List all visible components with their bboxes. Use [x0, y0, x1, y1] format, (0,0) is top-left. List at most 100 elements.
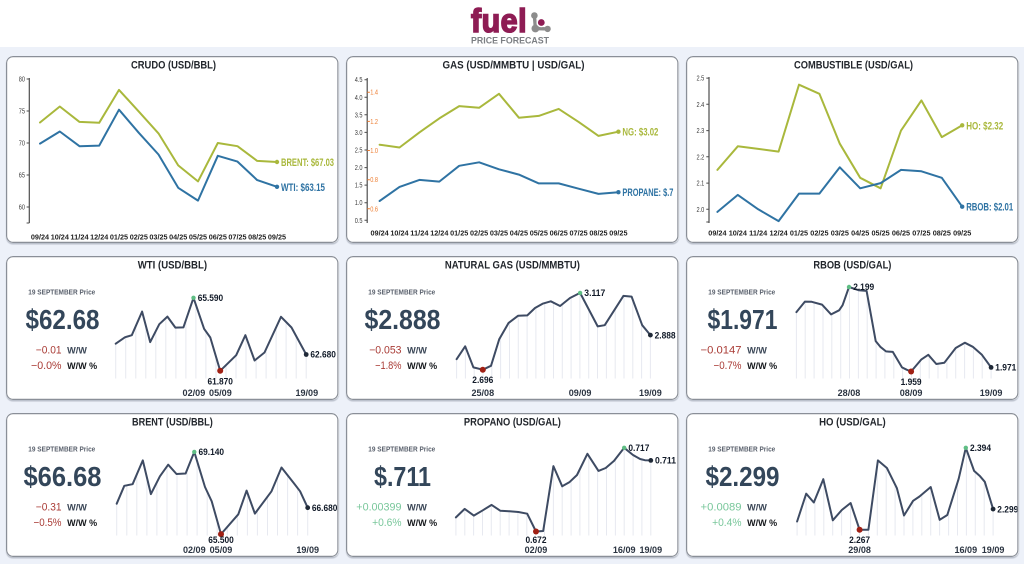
- svg-text:61.870: 61.870: [207, 376, 233, 386]
- svg-text:+0.6%: +0.6%: [372, 517, 402, 529]
- svg-text:02/09: 02/09: [183, 388, 206, 398]
- svg-text:RBOB (USD/GAL): RBOB (USD/GAL): [813, 259, 891, 271]
- svg-text:−0.5%: −0.5%: [34, 517, 62, 529]
- svg-text:02/09: 02/09: [525, 545, 548, 555]
- svg-text:1.959: 1.959: [901, 377, 922, 387]
- svg-text:2.0: 2.0: [697, 207, 705, 214]
- svg-text:BRENT: $67.03: BRENT: $67.03: [281, 157, 334, 169]
- svg-text:04/25: 04/25: [851, 229, 870, 238]
- svg-text:0.711: 0.711: [655, 456, 676, 466]
- svg-text:0.8: 0.8: [370, 177, 378, 184]
- svg-text:2.1: 2.1: [697, 181, 705, 188]
- svg-text:W/W %: W/W %: [747, 518, 777, 528]
- svg-text:$66.68: $66.68: [24, 461, 102, 492]
- svg-text:02/25: 02/25: [810, 229, 829, 238]
- svg-text:19 SEPTEMBER Price: 19 SEPTEMBER Price: [708, 287, 775, 296]
- svg-text:09/24: 09/24: [708, 229, 727, 238]
- svg-text:−1.8%: −1.8%: [375, 360, 402, 372]
- svg-text:2.199: 2.199: [853, 282, 874, 292]
- svg-text:02/25: 02/25: [470, 229, 489, 238]
- svg-text:11/24: 11/24: [70, 233, 89, 242]
- svg-text:WTI: $63.15: WTI: $63.15: [281, 182, 325, 194]
- svg-text:09/25: 09/25: [268, 233, 287, 242]
- svg-text:11/24: 11/24: [749, 229, 768, 238]
- svg-text:19 SEPTEMBER Price: 19 SEPTEMBER Price: [368, 287, 435, 296]
- svg-text:2.696: 2.696: [472, 375, 493, 385]
- svg-text:W/W: W/W: [747, 346, 767, 356]
- svg-text:28/08: 28/08: [838, 388, 861, 398]
- svg-text:05/09: 05/09: [210, 545, 233, 555]
- svg-text:07/25: 07/25: [912, 229, 931, 238]
- svg-text:W/W: W/W: [67, 346, 87, 356]
- svg-text:W/W: W/W: [67, 503, 87, 513]
- svg-text:1.4: 1.4: [370, 90, 378, 97]
- svg-text:10/24: 10/24: [51, 233, 70, 242]
- svg-text:06/25: 06/25: [892, 229, 911, 238]
- svg-text:+0.0089: +0.0089: [701, 502, 742, 514]
- svg-text:BRENT (USD/BBL): BRENT (USD/BBL): [132, 416, 213, 428]
- svg-text:19 SEPTEMBER Price: 19 SEPTEMBER Price: [708, 444, 775, 453]
- svg-text:19/09: 19/09: [980, 388, 1003, 398]
- svg-text:16/09: 16/09: [954, 545, 977, 555]
- svg-text:60: 60: [19, 205, 25, 212]
- svg-text:PRICE FORECAST: PRICE FORECAST: [471, 36, 549, 47]
- svg-text:19 SEPTEMBER Price: 19 SEPTEMBER Price: [28, 287, 95, 296]
- svg-text:70: 70: [19, 141, 25, 148]
- svg-text:2.267: 2.267: [849, 535, 870, 545]
- svg-text:07/25: 07/25: [228, 233, 247, 242]
- svg-text:$1.971: $1.971: [708, 304, 778, 335]
- svg-text:4.0: 4.0: [355, 95, 363, 102]
- svg-text:CRUDO (USD/BBL): CRUDO (USD/BBL): [131, 59, 216, 71]
- svg-text:10/24: 10/24: [729, 229, 748, 238]
- svg-text:1.0: 1.0: [370, 148, 378, 155]
- svg-text:−0.0%: −0.0%: [31, 360, 62, 372]
- svg-text:08/09: 08/09: [900, 388, 923, 398]
- svg-text:01/25: 01/25: [450, 229, 469, 238]
- svg-text:PROPANE: $.7: PROPANE: $.7: [622, 187, 673, 199]
- svg-text:16/09: 16/09: [613, 545, 636, 555]
- svg-text:1.0: 1.0: [355, 200, 363, 207]
- svg-text:03/25: 03/25: [831, 229, 850, 238]
- svg-text:1.2: 1.2: [370, 119, 378, 126]
- svg-text:COMBUSTIBLE (USD/GAL): COMBUSTIBLE (USD/GAL): [794, 59, 913, 71]
- svg-text:08/25: 08/25: [933, 229, 952, 238]
- svg-text:2.888: 2.888: [655, 330, 676, 340]
- svg-text:19/09: 19/09: [982, 545, 1005, 555]
- svg-text:−0.7%: −0.7%: [714, 360, 742, 372]
- svg-text:W/W: W/W: [407, 346, 427, 356]
- svg-text:W/W: W/W: [407, 503, 427, 513]
- svg-text:10/24: 10/24: [390, 229, 409, 238]
- svg-text:65: 65: [19, 173, 25, 180]
- svg-text:2.2: 2.2: [697, 154, 705, 161]
- svg-text:04/25: 04/25: [169, 233, 188, 242]
- svg-text:19 SEPTEMBER Price: 19 SEPTEMBER Price: [368, 444, 435, 453]
- svg-text:$.711: $.711: [374, 461, 431, 492]
- svg-text:05/09: 05/09: [209, 388, 232, 398]
- svg-text:12/24: 12/24: [770, 229, 789, 238]
- svg-text:09/09: 09/09: [569, 388, 592, 398]
- svg-text:09/24: 09/24: [31, 233, 50, 242]
- svg-text:12/24: 12/24: [90, 233, 109, 242]
- svg-text:19/09: 19/09: [639, 388, 662, 398]
- svg-text:62.680: 62.680: [310, 350, 336, 360]
- svg-text:2.5: 2.5: [697, 76, 705, 83]
- svg-text:19/09: 19/09: [296, 545, 319, 555]
- svg-text:0.5: 0.5: [355, 218, 363, 225]
- svg-text:80: 80: [19, 77, 25, 84]
- svg-text:09/24: 09/24: [371, 229, 390, 238]
- svg-text:2.4: 2.4: [697, 102, 705, 109]
- svg-text:02/09: 02/09: [183, 545, 206, 555]
- svg-text:19/09: 19/09: [295, 388, 318, 398]
- svg-text:1.5: 1.5: [355, 183, 363, 190]
- svg-text:W/W: W/W: [747, 503, 767, 513]
- svg-text:05/25: 05/25: [530, 229, 549, 238]
- svg-text:$2.888: $2.888: [365, 304, 441, 335]
- svg-text:NG: $3.02: NG: $3.02: [622, 127, 658, 139]
- svg-text:65.500: 65.500: [208, 535, 234, 545]
- svg-text:RBOB: $2.01: RBOB: $2.01: [966, 202, 1013, 214]
- svg-text:W/W %: W/W %: [407, 518, 437, 528]
- svg-text:0.717: 0.717: [628, 443, 649, 453]
- svg-text:09/25: 09/25: [609, 229, 628, 238]
- svg-text:11/24: 11/24: [410, 229, 429, 238]
- svg-text:0.6: 0.6: [370, 206, 378, 213]
